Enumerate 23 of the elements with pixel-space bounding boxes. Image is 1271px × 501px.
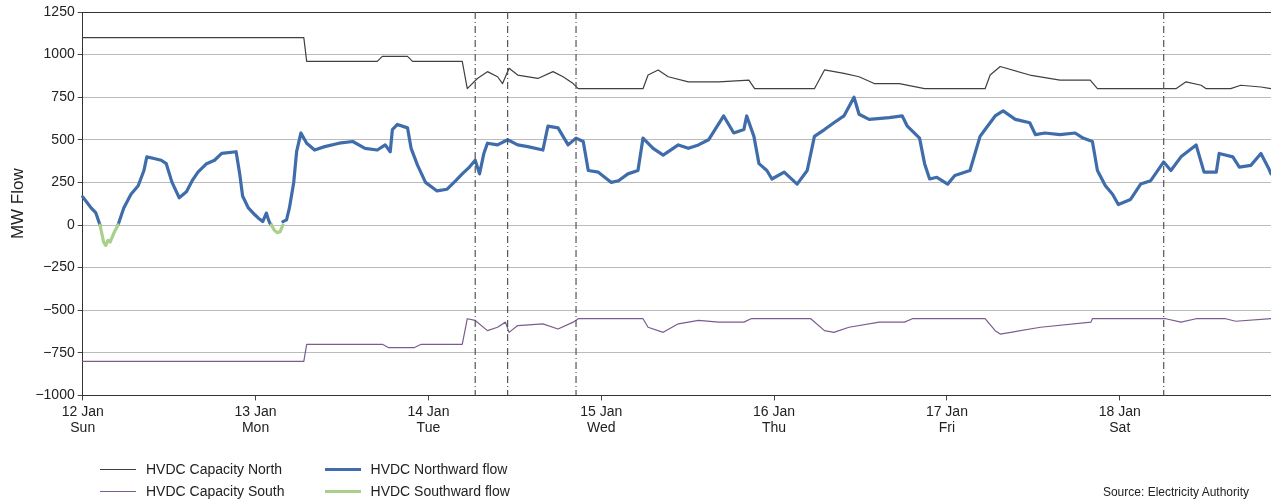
y-tick-label: −250 — [43, 258, 75, 275]
y-tick-label: 750 — [51, 88, 75, 105]
y-tick-label: 0 — [66, 215, 75, 232]
legend-label: HVDC Southward flow — [370, 483, 510, 499]
y-tick-label: 500 — [51, 130, 75, 147]
x-tick-label: 18 Jan Sat — [1098, 402, 1141, 436]
y-tick-label: −500 — [43, 301, 75, 318]
x-tick-label: 17 Jan Fri — [925, 402, 968, 436]
x-tick-label: 12 Jan Sun — [61, 402, 104, 436]
legend-label: HVDC Capacity South — [146, 483, 285, 499]
x-tick-label: 16 Jan Thu — [753, 402, 796, 436]
y-tick-label: −750 — [43, 343, 75, 360]
y-tick-label: 1000 — [43, 45, 75, 62]
x-tick-label: 15 Jan Wed — [580, 402, 623, 436]
y-tick-label: 250 — [51, 173, 75, 190]
legend-label: HVDC Northward flow — [370, 461, 508, 477]
y-tick-label: −1000 — [35, 386, 75, 403]
x-tick-label: 13 Jan Mon — [234, 402, 277, 436]
y-axis-title: MW Flow — [7, 167, 27, 240]
source-note: Source: Electricity Authority — [1102, 485, 1249, 499]
x-tick-label: 14 Jan Tue — [407, 402, 450, 436]
y-tick-label: 1250 — [43, 2, 75, 19]
legend-label: HVDC Capacity North — [146, 461, 283, 477]
